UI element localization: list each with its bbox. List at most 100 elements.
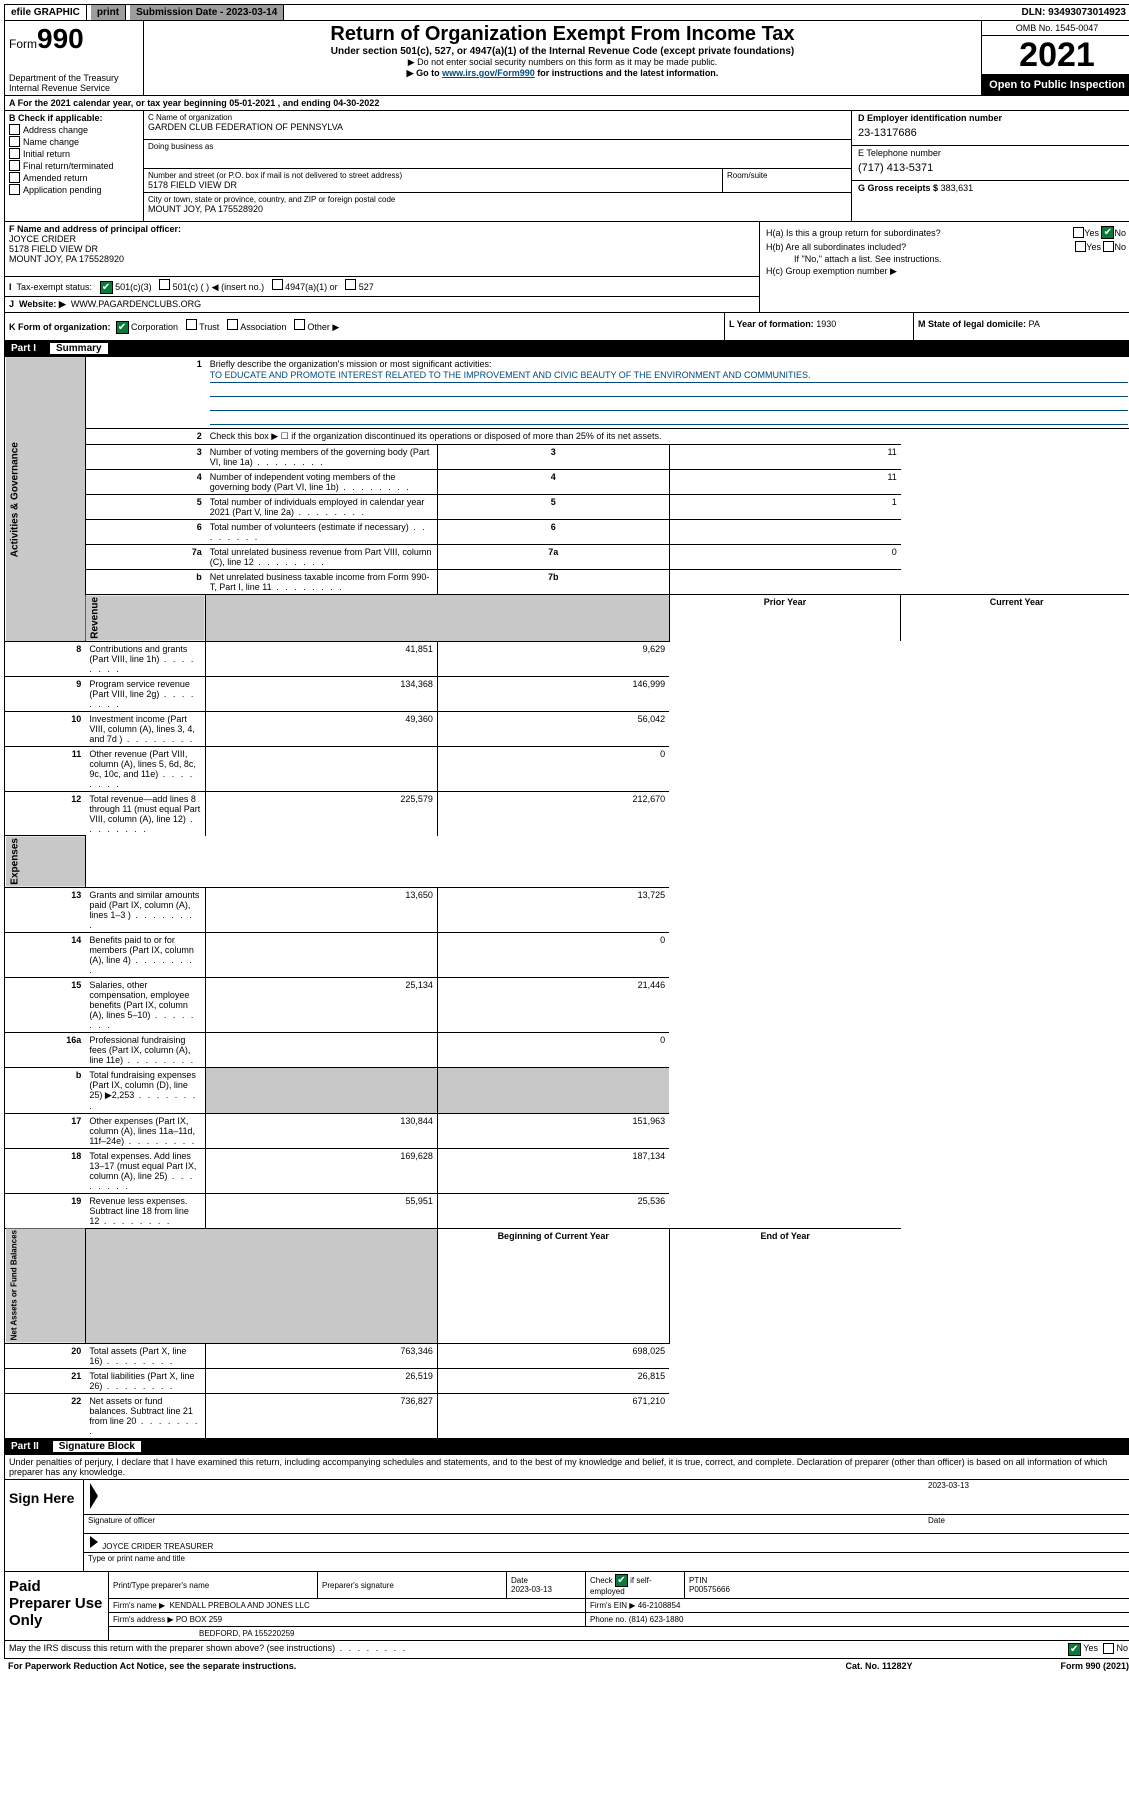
part2-title: Signature Block	[53, 1441, 141, 1452]
line-desc: Total number of volunteers (estimate if …	[206, 520, 438, 545]
curr-val: 0	[437, 1032, 669, 1067]
form-sub1: Under section 501(c), 527, or 4947(a)(1)…	[150, 46, 975, 57]
opt-initial-return: Initial return	[23, 149, 70, 159]
line-desc: Total assets (Part X, line 16)	[85, 1344, 205, 1369]
curr-val: 9,629	[437, 641, 669, 676]
checkbox-4947[interactable]	[272, 279, 283, 290]
line-ref: 5	[437, 495, 669, 520]
irs-label: Internal Revenue Service	[9, 83, 139, 93]
may-irs-row: May the IRS discuss this return with the…	[4, 1641, 1129, 1659]
prior-val	[206, 746, 438, 791]
line-num: 6	[85, 520, 205, 545]
print-button[interactable]: print	[91, 5, 126, 20]
officer-name: JOYCE CRIDER	[9, 234, 755, 244]
sig-name-label: Type or print name and title	[88, 1554, 185, 1570]
checkbox-address-change[interactable]	[9, 124, 20, 135]
checkbox-trust[interactable]	[186, 319, 197, 330]
beg-val: 763,346	[206, 1344, 438, 1369]
line-num: 20	[5, 1344, 86, 1369]
line-num: 14	[5, 932, 86, 977]
checkbox-assoc[interactable]	[227, 319, 238, 330]
line-desc: Contributions and grants (Part VIII, lin…	[85, 641, 205, 676]
firm-addr2: BEDFORD, PA 155220259	[109, 1627, 1129, 1641]
may-irs-yes: Yes	[1083, 1643, 1098, 1656]
line-num: 13	[5, 887, 86, 932]
sig-officer-label: Signature of officer	[88, 1516, 928, 1532]
curr-val: 0	[437, 932, 669, 977]
form-label: Form	[9, 37, 37, 51]
org-name-label: C Name of organization	[148, 113, 847, 122]
l-label: L Year of formation:	[729, 319, 816, 329]
gross-value: 383,631	[941, 183, 974, 193]
line-desc: Professional fundraising fees (Part IX, …	[85, 1032, 205, 1067]
opt-527: 527	[359, 282, 374, 292]
hb-note: If "No," attach a list. See instructions…	[766, 254, 1126, 264]
checkbox-may-irs-no[interactable]	[1103, 1643, 1114, 1654]
line-desc: Other revenue (Part VIII, column (A), li…	[85, 746, 205, 791]
mission-text: TO EDUCATE AND PROMOTE INTEREST RELATED …	[210, 370, 1128, 383]
checkbox-may-irs-yes[interactable]: ✔	[1068, 1643, 1081, 1656]
form-title: Return of Organization Exempt From Incom…	[150, 23, 975, 46]
submission-date-button[interactable]: Submission Date - 2023-03-14	[130, 5, 284, 20]
line-val: 11	[669, 445, 901, 470]
line-ref: 4	[437, 470, 669, 495]
footer-right: Form 990 (2021)	[979, 1661, 1129, 1671]
checkbox-initial-return[interactable]	[9, 148, 20, 159]
city-label: City or town, state or province, country…	[148, 195, 847, 204]
line-desc: Number of voting members of the governin…	[206, 445, 438, 470]
mission-label: Briefly describe the organization's miss…	[210, 359, 492, 369]
line-desc: Benefits paid to or for members (Part IX…	[85, 932, 205, 977]
hb-label: H(b) Are all subordinates included?	[766, 242, 1075, 252]
hb-no: No	[1114, 242, 1126, 252]
checkbox-corp[interactable]: ✔	[116, 321, 129, 334]
curr-val: 146,999	[437, 676, 669, 711]
website-value: WWW.PAGARDENCLUBS.ORG	[71, 299, 201, 309]
irs-form990-link[interactable]: www.irs.gov/Form990	[442, 68, 535, 78]
curr-val: 25,536	[437, 1193, 669, 1228]
mission-blank1	[210, 384, 1128, 397]
vtab-net: Net Assets or Fund Balances	[5, 1228, 86, 1343]
tax-exempt-label: Tax-exempt status:	[17, 282, 93, 292]
phone-label: E Telephone number	[858, 148, 1126, 158]
ha-label: H(a) Is this a group return for subordin…	[766, 228, 1073, 238]
ein-value: 23-1317686	[858, 123, 1126, 139]
checkbox-ha-yes[interactable]	[1073, 227, 1084, 238]
line-num: 22	[5, 1394, 86, 1439]
firm-name: KENDALL PREBOLA AND JONES LLC	[170, 1601, 310, 1610]
prior-val	[206, 932, 438, 977]
m-value: PA	[1029, 319, 1040, 329]
opt-final-return: Final return/terminated	[23, 161, 114, 171]
form-header: Form990 Department of the Treasury Inter…	[4, 21, 1129, 96]
checkbox-name-change[interactable]	[9, 136, 20, 147]
checkbox-hb-no[interactable]	[1103, 241, 1114, 252]
line-num: 16a	[5, 1032, 86, 1067]
mission-blank2	[210, 398, 1128, 411]
part1-label: Part I	[11, 343, 36, 354]
checkbox-ha-no[interactable]: ✔	[1101, 226, 1114, 239]
checkbox-final-return[interactable]	[9, 160, 20, 171]
sub3-post: for instructions and the latest informat…	[535, 68, 719, 78]
checkbox-other[interactable]	[294, 319, 305, 330]
checkbox-hb-yes[interactable]	[1075, 241, 1086, 252]
paid-prep-label: Paid Preparer Use Only	[5, 1571, 108, 1640]
line-num: 3	[85, 445, 205, 470]
line-num: 10	[5, 711, 86, 746]
opt-501c3: 501(c)(3)	[115, 282, 152, 292]
ein-label: D Employer identification number	[858, 113, 1126, 123]
checkbox-527[interactable]	[345, 279, 356, 290]
line-desc: Salaries, other compensation, employee b…	[85, 977, 205, 1032]
line-ref: 7a	[437, 545, 669, 570]
footer: For Paperwork Reduction Act Notice, see …	[4, 1659, 1129, 1673]
line-ref: 6	[437, 520, 669, 545]
prior-val: 225,579	[206, 791, 438, 836]
line-desc: Net assets or fund balances. Subtract li…	[85, 1394, 205, 1439]
checkbox-self-employed[interactable]: ✔	[615, 1574, 628, 1587]
checkbox-501c[interactable]	[159, 279, 170, 290]
opt-trust: Trust	[199, 322, 219, 332]
checkbox-501c3[interactable]: ✔	[100, 281, 113, 294]
checkbox-app-pending[interactable]	[9, 184, 20, 195]
officer-label: F Name and address of principal officer:	[9, 224, 755, 234]
checkbox-amended[interactable]	[9, 172, 20, 183]
prep-h3: Date	[511, 1576, 528, 1585]
opt-501c: 501(c) ( ) ◀ (insert no.)	[173, 282, 264, 292]
